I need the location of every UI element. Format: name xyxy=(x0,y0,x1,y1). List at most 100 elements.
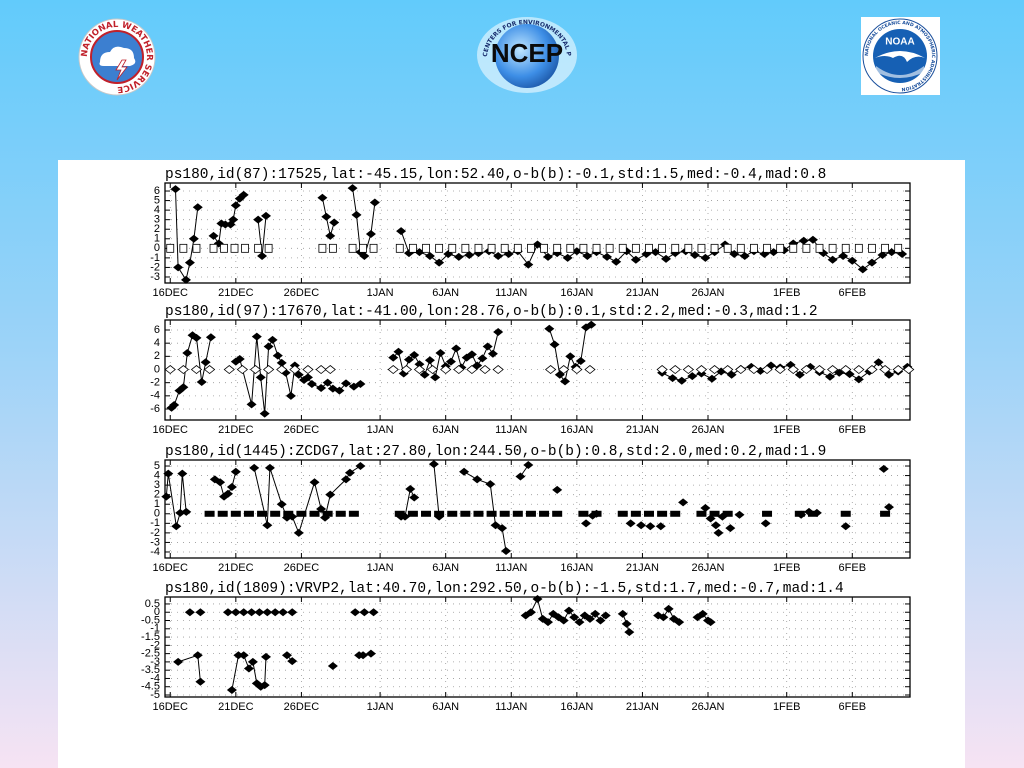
data-point xyxy=(419,370,430,379)
data-point xyxy=(697,609,708,618)
data-point xyxy=(578,510,589,517)
data-point xyxy=(722,510,733,517)
data-point xyxy=(696,510,707,517)
data-point xyxy=(316,383,327,392)
data-point xyxy=(571,247,582,256)
data-point xyxy=(272,351,283,360)
data-point xyxy=(710,521,721,530)
data-point xyxy=(558,616,569,625)
y-tick-label: -3.5 xyxy=(141,664,160,676)
data-point xyxy=(348,243,357,253)
data-point xyxy=(705,618,716,627)
data-point xyxy=(474,243,483,253)
data-point xyxy=(527,243,535,253)
data-point xyxy=(574,618,585,627)
data-point xyxy=(815,243,824,253)
x-tick-label: 21JAN xyxy=(626,562,659,574)
data-point xyxy=(763,243,771,253)
data-point xyxy=(515,472,526,481)
data-point xyxy=(847,256,858,265)
data-point xyxy=(472,475,483,484)
data-point xyxy=(670,510,681,517)
data-point xyxy=(350,608,361,617)
data-point xyxy=(178,383,189,392)
y-tick-label: 2 xyxy=(154,489,160,501)
noaa-text: NOAA xyxy=(885,37,914,48)
data-point xyxy=(358,651,369,660)
data-point xyxy=(676,376,687,385)
data-point xyxy=(177,364,190,375)
plot-frame xyxy=(164,459,911,559)
data-point xyxy=(794,370,805,379)
data-point xyxy=(630,255,641,264)
data-point xyxy=(276,358,287,367)
data-point xyxy=(192,651,203,660)
data-point xyxy=(461,243,470,253)
x-tick-label: 21DEC xyxy=(218,287,254,299)
data-point xyxy=(287,608,298,617)
data-point xyxy=(285,391,296,400)
data-point xyxy=(886,248,897,257)
data-point xyxy=(828,243,837,253)
y-tick-label: -6 xyxy=(150,403,160,415)
data-point xyxy=(493,251,504,260)
data-point xyxy=(866,258,877,267)
data-point xyxy=(853,375,864,384)
data-point xyxy=(789,243,798,253)
data-point xyxy=(334,386,345,395)
x-tick-label: 6FEB xyxy=(839,562,867,574)
data-point xyxy=(283,510,294,517)
data-point xyxy=(222,608,233,617)
y-tick-label: -4.5 xyxy=(141,681,160,693)
data-point xyxy=(600,611,611,620)
data-point xyxy=(645,243,653,253)
data-point xyxy=(188,234,199,243)
data-point xyxy=(558,364,570,375)
x-tick-label: 26JAN xyxy=(691,424,724,436)
x-tick-label: 1FEB xyxy=(773,701,801,713)
data-point xyxy=(482,342,493,351)
data-point xyxy=(177,469,188,478)
y-tick-label: -3 xyxy=(150,271,160,283)
data-point xyxy=(325,231,336,240)
data-point xyxy=(276,500,287,509)
x-tick-label: 1FEB xyxy=(773,287,801,299)
data-point xyxy=(581,519,592,528)
data-point xyxy=(655,522,666,531)
data-point xyxy=(243,510,254,517)
data-point xyxy=(617,609,628,618)
data-point xyxy=(611,257,622,266)
y-tick-label: -3 xyxy=(150,536,160,548)
data-point xyxy=(226,483,237,492)
x-tick-label: 26JAN xyxy=(691,287,724,299)
y-tick-label: 0 xyxy=(154,242,160,254)
data-point xyxy=(854,243,863,253)
data-point xyxy=(643,510,654,517)
x-tick-label: 26JAN xyxy=(691,562,724,574)
data-point xyxy=(306,379,317,388)
data-point xyxy=(451,344,462,353)
x-tick-label: 21DEC xyxy=(218,701,254,713)
data-point xyxy=(230,608,241,617)
data-point xyxy=(409,351,420,360)
data-point xyxy=(466,364,478,375)
y-tick-label: 5 xyxy=(154,194,160,206)
y-tick-label: -2 xyxy=(150,639,160,651)
data-point xyxy=(497,524,508,533)
y-tick-label: 4 xyxy=(154,469,160,481)
data-point xyxy=(278,608,289,617)
x-tick-label: 26DEC xyxy=(284,424,320,436)
data-point xyxy=(605,243,614,253)
data-point xyxy=(400,364,412,375)
data-point xyxy=(532,240,543,249)
data-point xyxy=(656,364,668,375)
data-point xyxy=(582,251,593,260)
data-point xyxy=(761,364,773,375)
data-point xyxy=(368,608,379,617)
data-point xyxy=(200,358,211,367)
data-point xyxy=(523,461,534,470)
data-point xyxy=(853,364,865,375)
y-tick-label: 6 xyxy=(154,324,160,336)
data-point xyxy=(838,251,849,260)
data-point xyxy=(163,469,174,478)
